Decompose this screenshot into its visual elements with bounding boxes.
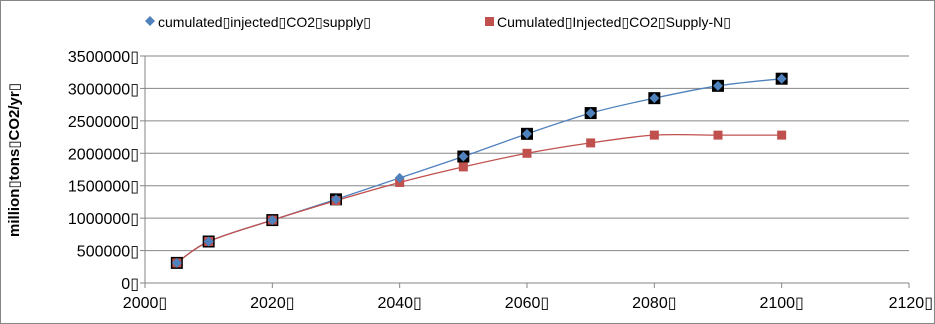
legend-marker-series-2 [485, 17, 494, 26]
data-point-series-1 [776, 73, 787, 84]
data-point-series-2 [522, 148, 532, 158]
x-tick-label: 2120▯ [889, 295, 933, 312]
legend-label-series-2: Cumulated▯Injected▯CO2▯Supply-N▯ [497, 14, 731, 30]
data-point-series-1 [585, 108, 596, 119]
data-point-series-2 [458, 162, 468, 172]
x-tick-label: 2000▯ [123, 295, 167, 312]
data-point-series-1 [649, 93, 660, 104]
x-tick-label: 2020▯ [250, 295, 294, 312]
data-point-series-2 [586, 138, 596, 148]
x-tick-label: 2060▯ [505, 295, 549, 312]
y-tick-label: 500000▯ [77, 244, 139, 261]
y-tick-label: 0▯ [121, 276, 139, 293]
data-point-series-2 [649, 130, 659, 140]
legend-item-series-2: Cumulated▯Injected▯CO2▯Supply-N▯ [485, 14, 731, 30]
x-tick-label: 2080▯ [632, 295, 676, 312]
y-tick-label: 2500000▯ [68, 114, 139, 131]
y-tick-label: 2000000▯ [68, 146, 139, 163]
data-point-series-1 [171, 257, 182, 268]
data-point-series-1 [458, 151, 469, 162]
legend: cumulated▯injected▯CO2▯supply▯ Cumulated… [145, 14, 731, 30]
series-layer [170, 72, 788, 269]
legend-marker-series-1 [145, 16, 155, 26]
data-point-series-2 [713, 130, 723, 140]
data-point-series-1 [713, 80, 723, 91]
data-point-series-2 [777, 130, 787, 140]
data-point-series-1 [203, 236, 214, 247]
y-axis-label: million▯tons▯CO2/yr▯ [6, 83, 23, 237]
y-tick-label: 1500000▯ [68, 179, 139, 196]
x-tick-label: 2040▯ [377, 295, 421, 312]
axes-layer: 0▯ 500000▯ 1000000▯ 1500000▯ 2000000▯ 2500000… [68, 49, 933, 312]
y-tick-label: 1000000▯ [68, 211, 139, 228]
data-point-series-1 [522, 128, 532, 139]
y-tick-label: 3000000▯ [68, 81, 139, 98]
x-tick-label: 2100▯ [759, 295, 803, 312]
y-tick-label: 3500000▯ [68, 49, 139, 66]
legend-item-series-1: cumulated▯injected▯CO2▯supply▯ [145, 14, 371, 30]
data-point-series-1 [267, 215, 278, 226]
legend-label-series-1: cumulated▯injected▯CO2▯supply▯ [158, 14, 371, 30]
data-point-series-1 [331, 194, 341, 205]
data-point-series-1 [394, 172, 405, 183]
